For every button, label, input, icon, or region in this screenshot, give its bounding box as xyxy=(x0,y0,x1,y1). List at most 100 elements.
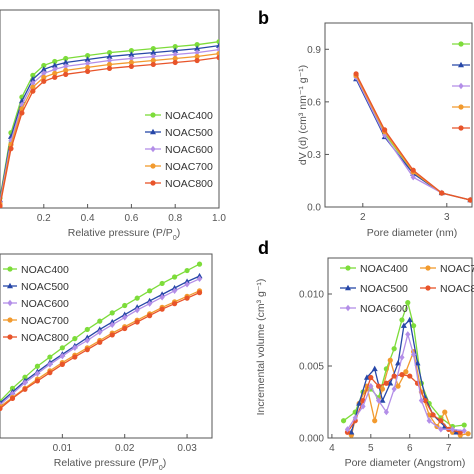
y-tick-label: 0.3 xyxy=(307,150,321,161)
data-point xyxy=(184,267,190,274)
data-point xyxy=(368,382,374,390)
x-tick-label: 5 xyxy=(368,443,374,454)
data-point xyxy=(62,59,69,65)
data-point xyxy=(196,275,203,283)
panel-c: 0.01 0.02 0.03 Relative pressure (P/P0) NOAC… xyxy=(0,253,213,472)
data-point xyxy=(40,66,47,72)
y-tick-label: 0.000 xyxy=(299,434,324,445)
data-point xyxy=(63,55,69,62)
series-line-noac700 xyxy=(355,75,471,201)
y-tick-label: 0.0 xyxy=(307,203,321,214)
data-point xyxy=(399,317,405,323)
series-line-noac700 xyxy=(350,349,469,436)
legend-marker xyxy=(458,41,464,47)
data-point xyxy=(461,427,467,434)
data-point xyxy=(19,101,25,109)
legend-label: NOAC600 xyxy=(21,298,69,310)
data-point xyxy=(63,71,69,77)
series-group xyxy=(353,71,472,204)
y-tick-label: 0.010 xyxy=(299,290,324,301)
data-point xyxy=(216,39,219,45)
x-tick-label: 6 xyxy=(407,443,413,454)
data-point xyxy=(63,63,69,70)
data-point xyxy=(72,354,78,360)
x-axis-label: Pore diameter (nm) xyxy=(367,227,457,239)
data-point xyxy=(184,278,191,284)
data-point xyxy=(22,386,28,392)
legend-label: NOAC600 xyxy=(165,144,213,156)
data-point xyxy=(405,331,411,338)
data-point xyxy=(391,346,397,352)
plot-frame-a xyxy=(0,9,220,209)
x-tick-label: 2 xyxy=(360,212,366,223)
data-point xyxy=(399,354,405,361)
data-point xyxy=(85,60,91,67)
data-point xyxy=(395,359,402,366)
data-point xyxy=(96,326,103,332)
data-point xyxy=(97,318,103,324)
data-point xyxy=(19,110,25,116)
x-tick-label: 0.4 xyxy=(81,213,95,224)
data-point xyxy=(438,426,444,433)
data-point xyxy=(8,146,14,152)
legend-label: NOAC800 xyxy=(440,283,474,295)
data-point xyxy=(411,351,417,358)
data-point xyxy=(159,306,165,312)
data-point xyxy=(85,68,91,74)
legend-label: NOAC400 xyxy=(165,110,213,122)
y-tick-label: 0.005 xyxy=(299,362,324,373)
data-point xyxy=(122,325,128,332)
data-point xyxy=(147,288,153,294)
data-point xyxy=(172,51,178,58)
series-group xyxy=(0,261,203,412)
data-point xyxy=(442,409,448,415)
data-point xyxy=(109,310,115,316)
data-point xyxy=(52,58,58,65)
data-point xyxy=(128,59,134,66)
data-point xyxy=(216,54,219,61)
y-axis-label: dV (d) (cm³ nm⁻¹ g⁻¹) xyxy=(297,65,309,165)
data-point xyxy=(352,414,358,422)
data-point xyxy=(438,418,444,424)
data-point xyxy=(51,62,58,68)
data-point xyxy=(9,395,16,402)
series-line-noac600 xyxy=(0,48,219,203)
data-point xyxy=(172,44,178,50)
legend-marker xyxy=(150,180,156,186)
series-line-noac400 xyxy=(0,41,219,199)
data-point xyxy=(59,345,65,351)
panel-d: 4 5 6 7 0.000 0.005 0.010 Pore diameter (Angstr… xyxy=(255,238,474,469)
data-point xyxy=(47,370,53,376)
legend-marker xyxy=(7,282,13,289)
data-point xyxy=(344,426,351,433)
data-point xyxy=(147,300,153,307)
data-point xyxy=(379,386,386,392)
x-tick-label: 0.02 xyxy=(115,443,135,454)
data-point xyxy=(147,313,153,319)
data-point xyxy=(216,50,219,57)
legend-label: NOAC500 xyxy=(165,127,213,139)
data-point xyxy=(59,352,65,360)
legend-label: NOAC700 xyxy=(440,263,474,275)
data-point xyxy=(30,72,36,78)
data-point xyxy=(196,261,203,267)
data-point xyxy=(383,380,389,386)
series-group xyxy=(340,300,471,438)
data-point xyxy=(121,311,128,317)
x-axis-label: Relative pressure (P/P0) xyxy=(68,227,180,242)
series-line-noac400 xyxy=(355,75,471,201)
legend-label: NOAC500 xyxy=(21,281,69,293)
data-point xyxy=(134,319,140,325)
data-point xyxy=(196,290,203,296)
data-point xyxy=(34,363,41,369)
panel-b: 2 3 0.0 0.3 0.6 0.9 Pore diameter (nm) dV (d) (… xyxy=(258,8,473,239)
data-point xyxy=(399,372,405,378)
series-line-noac700 xyxy=(0,52,219,205)
data-point xyxy=(371,365,378,372)
series-line-noac800 xyxy=(355,73,471,201)
x-tick-label: 4 xyxy=(329,443,335,454)
data-point xyxy=(150,57,156,64)
y-tick-label: 0.6 xyxy=(307,97,321,108)
legend-a: NOAC400 NOAC500 NOAC600 NOAC700 NOAC800 xyxy=(145,110,213,190)
data-point xyxy=(461,422,467,428)
